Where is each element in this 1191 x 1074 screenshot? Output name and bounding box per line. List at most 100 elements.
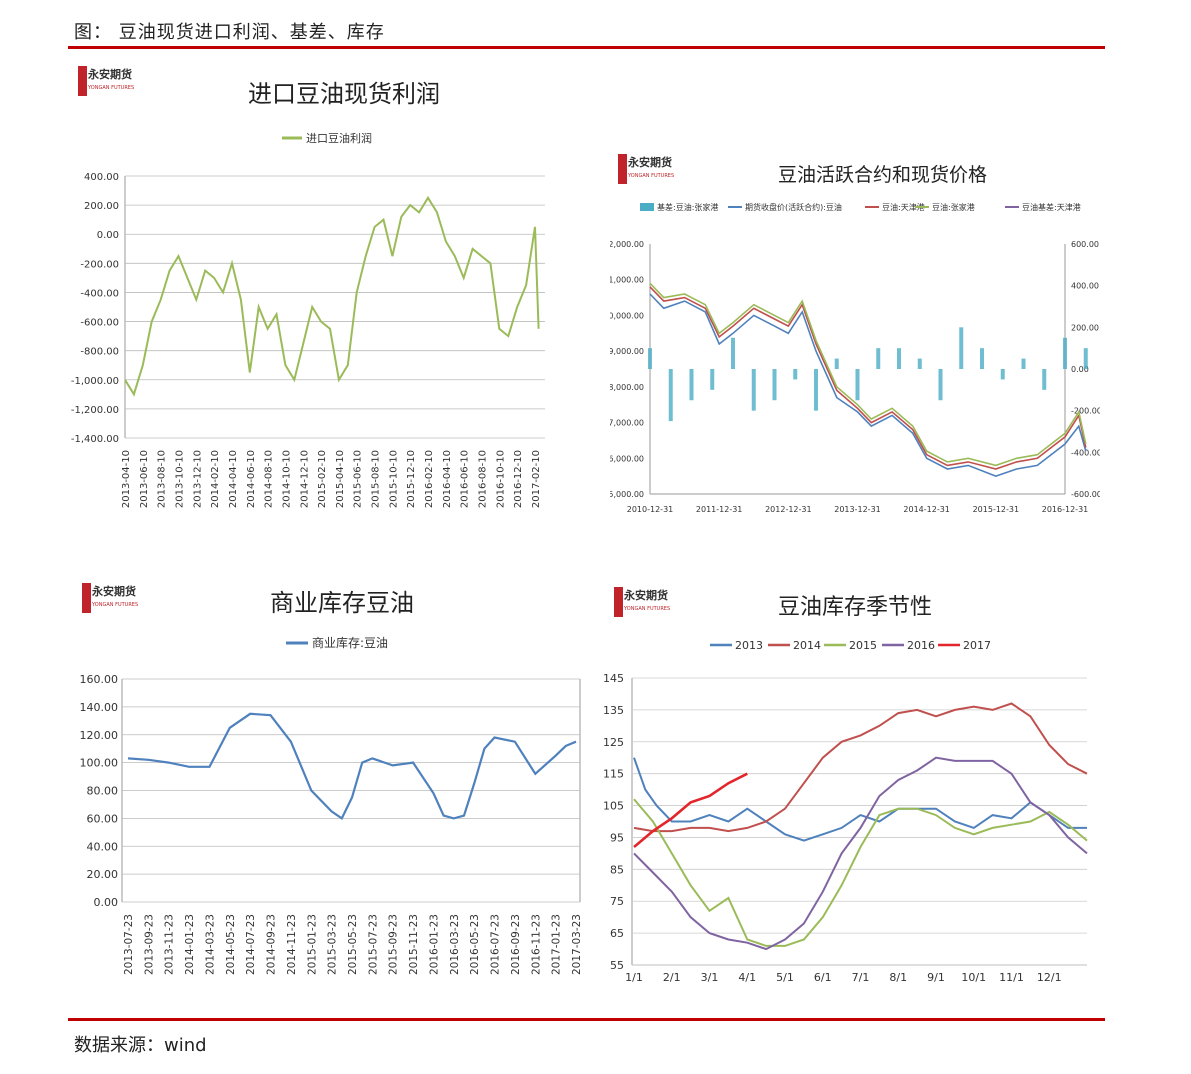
x-tick-label: 2016-06-10 (460, 450, 471, 508)
basis-bar (938, 369, 943, 401)
x-tick-label: 2015-05-23 (347, 914, 359, 975)
x-tick-label: 2013-06-10 (139, 450, 150, 508)
chart-title: 进口豆油现货利润 (248, 80, 440, 108)
legend-swatch (640, 203, 654, 211)
x-tick-label: 2014-12-31 (903, 505, 950, 514)
x-tick-label: 12/1 (1037, 971, 1062, 984)
x-tick-label: 2014-10-10 (281, 450, 292, 508)
x-tick-label: 2015-11-23 (408, 914, 420, 975)
season-line-2014 (633, 702, 1088, 833)
x-tick-label: 2012-12-31 (765, 505, 812, 514)
yongan-logo: 永安期货 YONGAN FUTURES (78, 66, 134, 98)
bottom-rule (68, 1018, 1105, 1021)
x-tick-label: 2016-12-10 (513, 450, 524, 508)
y-tick-label: -1,200.00 (71, 405, 119, 416)
panel-commercial-stock: 永安期货 YONGAN FUTURES 商业库存豆油 160.00 140.00 1… (70, 575, 590, 1005)
x-tick-label: 2014-05-23 (225, 914, 237, 975)
y-tick-label: -400.00 (80, 288, 119, 299)
y-left-tick-label: 12,000.00 (610, 240, 644, 249)
y-tick-label: 80.00 (87, 785, 119, 798)
legend-label: 豆油基差:天津港 (1022, 202, 1081, 212)
chart-svg: 12,000.00 11,000.00 10,000.00 9,000.00 8,000… (610, 202, 1100, 514)
x-tick-label: 2016-02-10 (424, 450, 435, 508)
logo-text: 永安期货 (88, 68, 132, 81)
basis-bar (731, 337, 735, 369)
legend-label: 基差:豆油:张家港 (657, 202, 718, 212)
x-tick-label: 2016-09-23 (510, 914, 522, 975)
season-line-2013 (633, 757, 1087, 842)
x-tick-label: 5/1 (776, 971, 794, 984)
x-tick-label: 2016-01-23 (428, 914, 440, 975)
x-tick-label: 2016-11-23 (530, 914, 542, 975)
y-tick-label: 75 (610, 895, 624, 908)
basis-bar (793, 369, 798, 380)
basis-bar (834, 358, 839, 369)
logo-text: 永安期货 (628, 156, 672, 169)
season-line-2016 (633, 756, 1088, 951)
price-series-line (649, 293, 1087, 477)
x-tick-label: 2015-12-10 (406, 450, 417, 508)
basis-bar (814, 369, 818, 411)
y-tick-label: 120.00 (80, 729, 119, 742)
chart-svg: 160.00 140.00 120.00 100.00 80.00 60.00 40.00 2… (80, 635, 584, 975)
y-tick-label: 0.00 (94, 896, 119, 909)
x-tick-label: 2016-10-10 (495, 450, 506, 508)
x-tick-label: 2013-07-23 (123, 914, 135, 975)
yongan-logo: 永安期货 YONGAN FUTURES (618, 154, 674, 186)
y-tick-label: 85 (610, 863, 624, 876)
chart-title: 豆油库存季节性 (778, 595, 933, 620)
price-series-line (649, 286, 1087, 470)
panel-seasonal-stock: 永安期货 YONGAN FUTURES 豆油库存季节性 145 135 125 115… (600, 575, 1100, 1005)
basis-bar (959, 327, 964, 369)
basis-bar (689, 369, 694, 401)
x-tick-label: 2017-03-23 (571, 914, 583, 975)
x-tick-label: 2014-06-10 (246, 450, 257, 508)
basis-bar (897, 348, 901, 369)
y-right-tick-label: -200.00 (1071, 407, 1100, 416)
x-tick-label: 1/1 (625, 971, 643, 984)
x-tick-label: 2014-03-23 (204, 914, 216, 975)
y-tick-label: 65 (610, 927, 624, 940)
y-left-tick-label: 8,000.00 (610, 383, 644, 392)
x-tick-label: 2/1 (663, 971, 681, 984)
basis-bar (855, 369, 860, 401)
x-tick-label: 2015-12-31 (973, 505, 1020, 514)
y-left-tick-label: 7,000.00 (610, 419, 644, 428)
y-tick-label: 0.00 (97, 230, 119, 241)
y-right-tick-label: 400.00 (1071, 282, 1099, 291)
logo-subtext: YONGAN FUTURES (92, 602, 139, 608)
x-tick-label: 2016-03-23 (449, 914, 461, 975)
x-tick-label: 2013-12-31 (834, 505, 881, 514)
x-tick-label: 2013-08-10 (157, 450, 168, 508)
legend-label: 2014 (793, 639, 821, 652)
x-tick-label: 2015-01-23 (306, 914, 318, 975)
legend-label: 商业库存:豆油 (312, 635, 388, 650)
x-tick-label: 6/1 (814, 971, 832, 984)
y-right-tick-label: 200.00 (1071, 323, 1099, 332)
x-tick-label: 9/1 (927, 971, 945, 984)
x-tick-label: 4/1 (738, 971, 756, 984)
series-line-stock (127, 712, 577, 821)
panel-futures-spot: 永安期货 YONGAN FUTURES 豆油活跃合约和现货价格 12,000.0… (610, 146, 1100, 526)
legend-label: 进口豆油利润 (306, 131, 372, 145)
y-left-tick-label: 9,000.00 (610, 347, 644, 356)
logo-subtext: YONGAN FUTURES (624, 606, 671, 612)
panel-import-profit: 永安期货 YONGAN FUTURES 进口豆油现货利润 400.00 200.0… (70, 56, 565, 546)
series-line-profit (124, 195, 540, 397)
season-line-2015 (633, 798, 1088, 947)
y-tick-label: 140.00 (80, 701, 119, 714)
price-series-line (649, 282, 1087, 467)
yongan-logo: 永安期货 YONGAN FUTURES (82, 583, 138, 615)
y-right-tick-label: 0.00 (1071, 365, 1089, 374)
chart-svg: 400.00 200.00 0.00 -200.00 -400.00 -600.00 -80… (71, 131, 545, 508)
basis-bar (876, 348, 881, 369)
logo-mark-icon (618, 154, 627, 184)
y-tick-label: 200.00 (84, 201, 119, 212)
y-tick-label: -600.00 (80, 318, 119, 329)
x-tick-label: 2017-02-10 (531, 450, 542, 508)
x-tick-label: 7/1 (852, 971, 870, 984)
y-tick-label: 105 (603, 800, 624, 813)
x-tick-label: 2014-11-23 (286, 914, 298, 975)
basis-bar (1042, 369, 1047, 390)
logo-mark-icon (614, 587, 623, 617)
